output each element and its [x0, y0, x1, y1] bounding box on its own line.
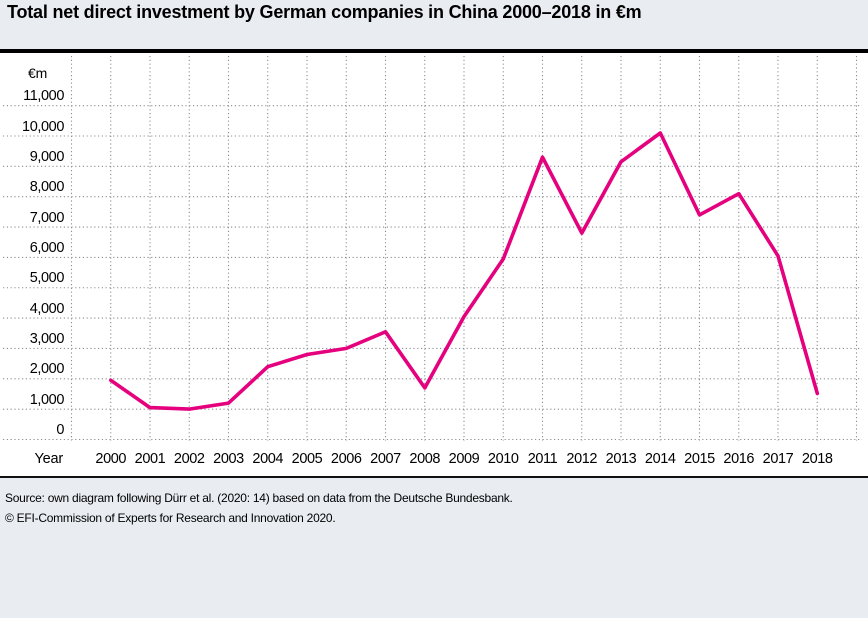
y-tick-label: 2,000	[29, 361, 65, 378]
y-tick-label: 0	[56, 422, 64, 438]
bottom-rule	[0, 476, 868, 478]
x-tick-label: 2008	[409, 451, 441, 467]
y-tick-label: 11,000	[23, 88, 64, 105]
source-line: Source: own diagram following Dürr et al…	[5, 491, 513, 505]
x-tick-label: 2015	[684, 451, 715, 467]
x-tick-label: 2004	[252, 451, 284, 467]
x-tick-label: 2013	[605, 451, 637, 467]
x-axis-title: Year	[34, 451, 64, 467]
x-tick-label: 2007	[370, 451, 401, 467]
x-tick-label: 2017	[762, 451, 794, 467]
top-rule	[0, 49, 868, 53]
y-axis-unit-label: €m	[28, 65, 48, 81]
x-tick-label: 2014	[644, 451, 676, 467]
y-tick-label: 7,000	[29, 209, 65, 226]
y-tick-label: 8,000	[29, 179, 65, 196]
y-tick-label: 5,000	[29, 270, 65, 287]
copyright-line: © EFI-Commission of Experts for Research…	[5, 511, 336, 525]
x-tick-label: 2006	[330, 451, 362, 467]
x-tick-label: 2003	[213, 451, 244, 467]
chart-panel	[0, 53, 868, 476]
x-tick-label: 2001	[134, 451, 166, 467]
x-tick-label: 2016	[723, 451, 755, 467]
y-tick-label: 4,000	[29, 300, 65, 317]
x-tick-label: 2005	[291, 451, 323, 467]
y-tick-label: 10,000	[22, 118, 64, 135]
x-tick-label: 2012	[566, 451, 598, 467]
y-tick-label: 9,000	[29, 148, 65, 165]
x-tick-label: 2010	[487, 451, 519, 467]
y-tick-label: 3,000	[29, 330, 65, 347]
x-tick-label: 2009	[448, 451, 480, 467]
x-tick-label: 2011	[527, 451, 558, 467]
x-tick-label: 2000	[95, 451, 127, 467]
y-tick-label: 6,000	[29, 239, 65, 256]
y-tick-label: 1,000	[29, 391, 65, 408]
x-tick-label: 2002	[173, 451, 205, 467]
x-tick-label: 2018	[801, 451, 833, 467]
chart-title: Total net direct investment by German co…	[7, 2, 642, 22]
